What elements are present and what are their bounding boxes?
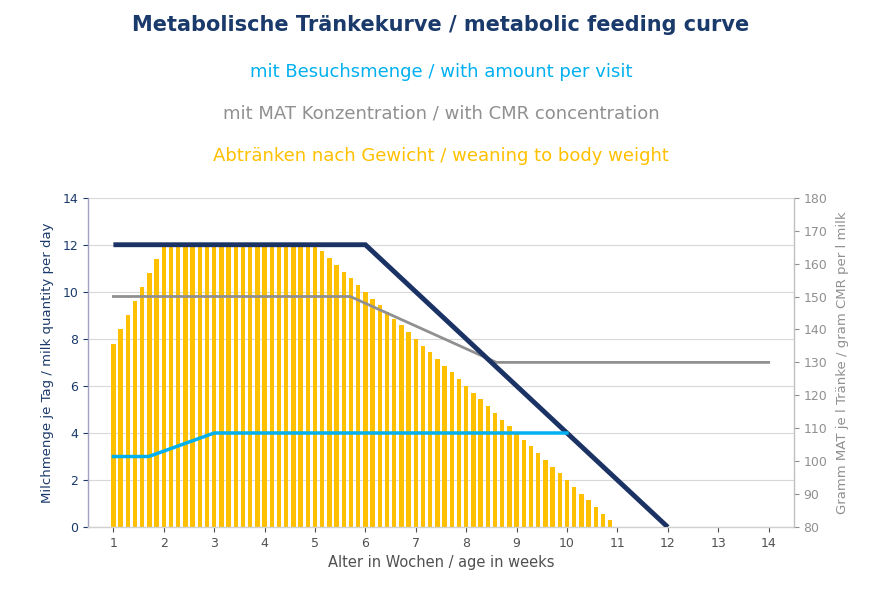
Bar — [147, 273, 152, 527]
Bar — [341, 271, 346, 527]
Bar — [428, 352, 432, 527]
Bar — [262, 245, 267, 527]
Bar — [478, 400, 482, 527]
Text: Metabolische Tränkekurve / metabolic feeding curve: Metabolische Tränkekurve / metabolic fee… — [132, 15, 750, 35]
Bar — [176, 245, 181, 527]
Bar — [521, 440, 526, 527]
Bar — [168, 245, 173, 527]
Bar — [219, 245, 224, 527]
Bar — [594, 507, 598, 527]
Bar — [284, 245, 288, 527]
Y-axis label: Gramm MAT je l Tränke / gram CMR per l milk: Gramm MAT je l Tränke / gram CMR per l m… — [836, 211, 848, 514]
Bar — [572, 487, 577, 527]
Bar — [435, 359, 439, 527]
Text: mit Besuchsmenge / with amount per visit: mit Besuchsmenge / with amount per visit — [250, 63, 632, 81]
Bar — [212, 245, 216, 527]
Bar — [154, 259, 159, 527]
Bar — [298, 245, 303, 527]
Bar — [457, 379, 461, 527]
Bar — [234, 245, 238, 527]
Bar — [111, 344, 116, 527]
Bar — [198, 245, 202, 527]
Bar — [421, 346, 425, 527]
Bar — [507, 426, 512, 527]
Bar — [320, 252, 325, 527]
Bar — [118, 329, 123, 527]
Bar — [334, 265, 339, 527]
Bar — [363, 292, 368, 527]
Bar — [255, 245, 259, 527]
Bar — [327, 258, 332, 527]
Bar — [514, 433, 519, 527]
Y-axis label: Milchmenge je Tag / milk quantity per day: Milchmenge je Tag / milk quantity per da… — [41, 222, 55, 503]
Bar — [248, 245, 252, 527]
Bar — [377, 305, 382, 527]
Bar — [550, 467, 555, 527]
Bar — [579, 494, 584, 527]
Bar — [291, 245, 295, 527]
Bar — [407, 332, 411, 527]
Bar — [536, 453, 541, 527]
Bar — [471, 393, 475, 527]
Bar — [443, 366, 447, 527]
Bar — [161, 245, 166, 527]
Bar — [183, 245, 188, 527]
Bar — [493, 413, 497, 527]
Bar — [464, 386, 468, 527]
Bar — [305, 245, 310, 527]
Bar — [356, 285, 361, 527]
Bar — [500, 419, 505, 527]
Bar — [543, 460, 548, 527]
Bar — [205, 245, 209, 527]
Bar — [313, 245, 318, 527]
Bar — [277, 245, 281, 527]
Bar — [385, 312, 389, 527]
Bar — [392, 319, 397, 527]
Bar — [140, 287, 145, 527]
Bar — [564, 480, 569, 527]
Bar — [241, 245, 245, 527]
Bar — [400, 325, 404, 527]
Bar — [450, 373, 454, 527]
X-axis label: Alter in Wochen / age in weeks: Alter in Wochen / age in weeks — [328, 555, 554, 570]
Bar — [125, 315, 130, 527]
Bar — [227, 245, 231, 527]
Bar — [601, 514, 605, 527]
Bar — [370, 298, 375, 527]
Text: Abtränken nach Gewicht / weaning to body weight: Abtränken nach Gewicht / weaning to body… — [213, 147, 669, 165]
Bar — [270, 245, 274, 527]
Bar — [608, 521, 612, 527]
Bar — [587, 500, 591, 527]
Bar — [528, 446, 534, 527]
Bar — [485, 406, 490, 527]
Text: mit MAT Konzentration / with CMR concentration: mit MAT Konzentration / with CMR concent… — [222, 105, 660, 123]
Bar — [132, 301, 138, 527]
Bar — [348, 279, 354, 527]
Bar — [414, 339, 418, 527]
Bar — [557, 473, 562, 527]
Bar — [191, 245, 195, 527]
